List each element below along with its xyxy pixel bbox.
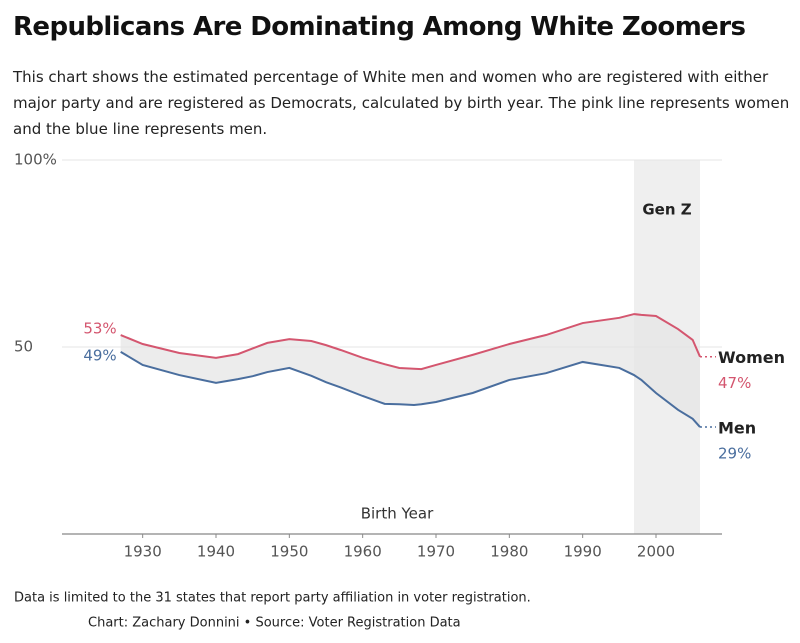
x-tick-label: 1990 — [564, 543, 602, 561]
x-tick-label: 1980 — [490, 543, 528, 561]
x-tick-label: 2000 — [637, 543, 675, 561]
value-label: 53% — [83, 320, 116, 338]
chart-subtitle: This chart shows the estimated percentag… — [13, 68, 790, 138]
value-label: 47% — [718, 374, 751, 392]
line — [120, 313, 701, 371]
x-tick-label: 1940 — [197, 543, 235, 561]
value-label: 29% — [718, 445, 751, 463]
x-tick-label: 1950 — [270, 543, 308, 561]
x-tick-label: 1930 — [124, 543, 162, 561]
footnote: Data is limited to the 31 states that re… — [14, 591, 531, 606]
y-tick-label: 100% — [14, 151, 57, 169]
legend-label: Women — [718, 348, 785, 367]
plot — [62, 159, 722, 534]
chart-title: Republicans Are Dominating Among White Z… — [13, 12, 746, 42]
x-tick-label: 1970 — [417, 543, 455, 561]
x-axis-label: Birth Year — [361, 505, 434, 523]
y-tick-label: 50 — [14, 338, 33, 356]
legend-label: Men — [718, 419, 756, 438]
line — [120, 351, 701, 428]
gap-area — [120, 314, 700, 428]
credit: Chart: Zachary Donnini • Source: Voter R… — [88, 616, 461, 631]
x-tick-label: 1960 — [344, 543, 382, 561]
highlight-label: Gen Z — [642, 201, 691, 219]
value-label: 49% — [83, 346, 116, 364]
